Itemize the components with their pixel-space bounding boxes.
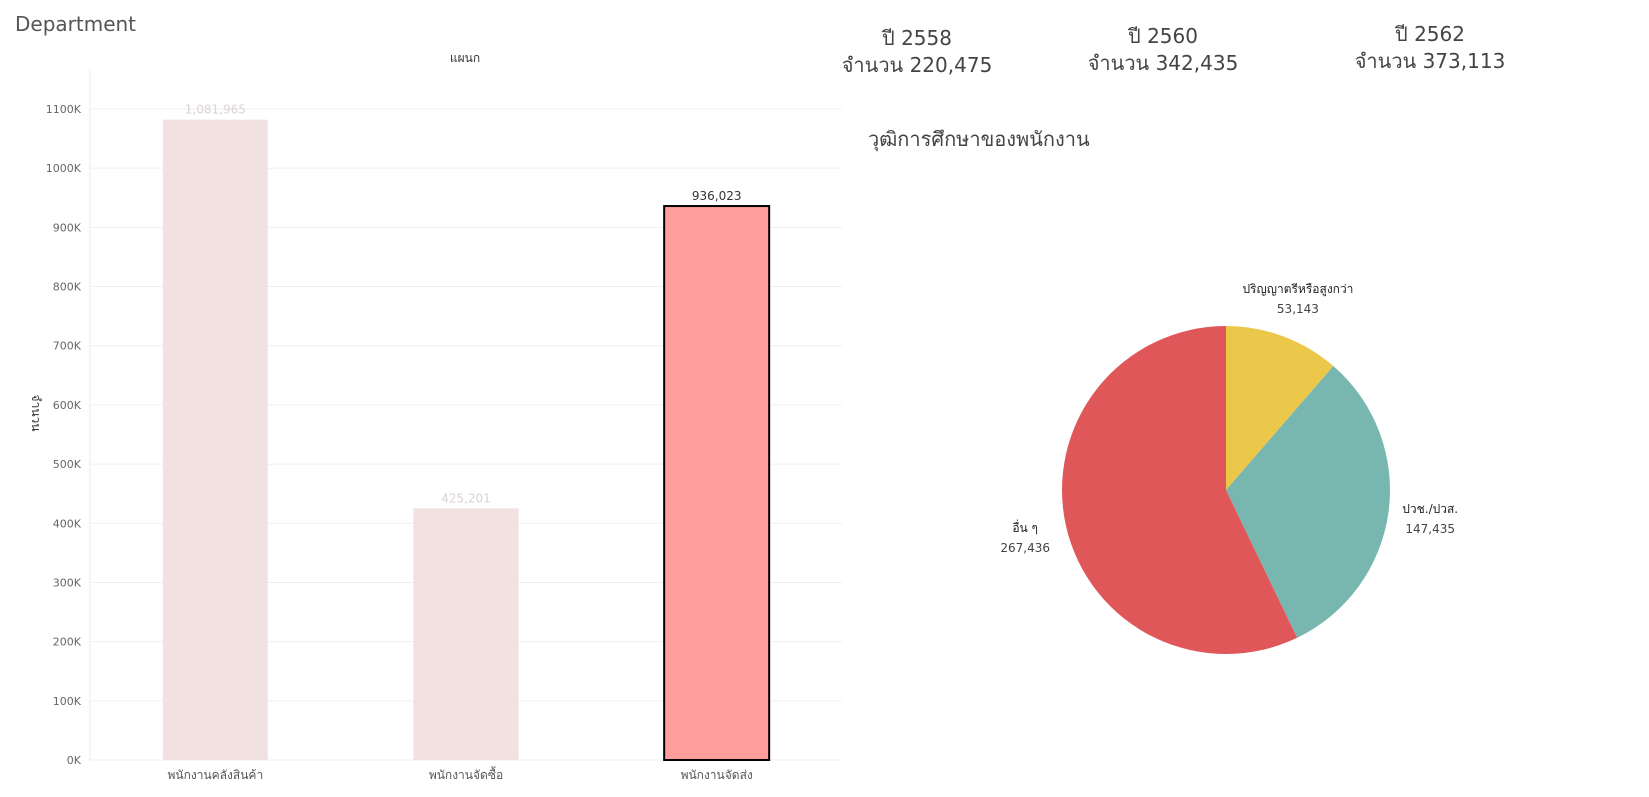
bar-marks: 1,081,965 พนักงานคลังสินค้า 425,201 พนักงาน… [162, 103, 771, 782]
pie-slice-3[interactable] [1062, 326, 1298, 654]
bar-value-label: 936,023 [692, 189, 742, 203]
bar-y-tick-label: 0K [67, 754, 82, 767]
bar-2[interactable] [413, 508, 519, 760]
kpi-2560: ปี 2560 จำนวน 342,435 [1053, 23, 1273, 77]
page-title: Department [15, 12, 137, 36]
pie-slice-2[interactable] [1226, 365, 1390, 638]
bar-chart-y-axis-label: จำนวน [29, 395, 43, 432]
kpi-2558: ปี 2558 จำนวน 220,475 [807, 25, 1027, 79]
bar-value-label: 1,081,965 [185, 103, 246, 117]
kpi-count-label: จำนวน 342,435 [1087, 51, 1239, 75]
kpi-year-label: ปี 2558 [882, 26, 952, 50]
bar-y-tick-label: 400K [53, 517, 82, 530]
bar-y-tick-label: 100K [53, 695, 82, 708]
bar-y-tick-label: 700K [53, 340, 82, 353]
kpi-count-label: จำนวน 373,113 [1354, 49, 1506, 73]
kpi-year-label: ปี 2562 [1395, 22, 1465, 46]
bar-y-tick-label: 1000K [46, 162, 82, 175]
bar-y-tick-label: 1100K [46, 103, 82, 116]
pie-slice-1[interactable] [1226, 326, 1334, 490]
kpi-2562: ปี 2562 จำนวน 373,113 [1320, 21, 1540, 75]
bar-y-tick-label: 600K [53, 399, 82, 412]
bar-y-tick-label: 200K [53, 636, 82, 649]
bar-y-tick-label: 900K [53, 221, 82, 234]
bar-y-tick-label: 800K [53, 281, 82, 294]
bar-value-label: 425,201 [441, 491, 491, 505]
bar-category-label: พนักงานคลังสินค้า [167, 768, 263, 782]
bar-y-tick-label: 300K [53, 576, 82, 589]
bar-1[interactable] [162, 119, 268, 760]
pie-chart-title: วุฒิการศึกษาของพนักงาน [868, 127, 1090, 151]
bar-category-label: พนักงานจัดซื้อ [429, 766, 503, 782]
kpi-count-label: จำนวน 220,475 [841, 53, 993, 77]
bar-chart-title: แผนก [450, 51, 480, 65]
bar-y-tick-label: 500K [53, 458, 82, 471]
bar-3[interactable] [663, 205, 771, 762]
bar-category-label: พนักงานจัดส่ง [681, 768, 753, 782]
kpi-year-label: ปี 2560 [1128, 24, 1198, 48]
